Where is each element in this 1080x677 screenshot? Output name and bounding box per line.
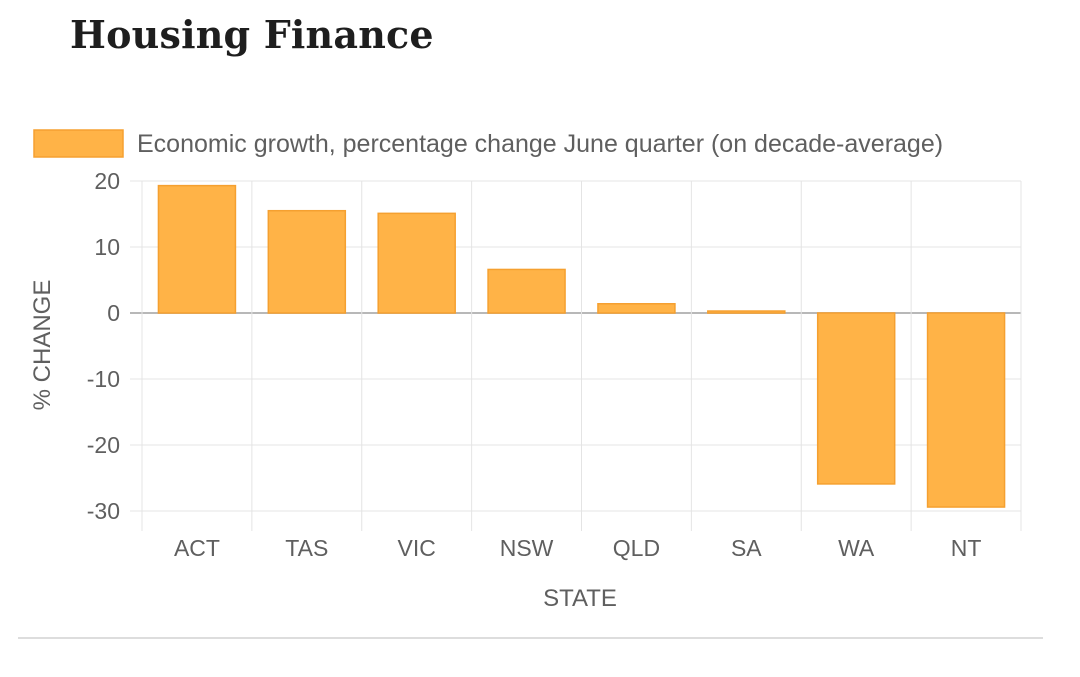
y-tick-label: -10 <box>87 366 120 392</box>
bar-wa <box>816 312 896 485</box>
bar-vic <box>377 212 456 314</box>
bar-tas <box>267 209 347 314</box>
bar-sa <box>707 310 786 314</box>
y-axis-ticks: 20 10 0 -10 -20 -30 <box>87 168 120 524</box>
x-tick-label: WA <box>838 535 875 561</box>
bar-nt <box>926 312 1006 508</box>
legend-label: Economic growth, percentage change June … <box>137 130 943 158</box>
bar-chart: 20 10 0 -10 -20 -30 ACT TAS VIC NSW QLD SA WA NT Eco… <box>29 129 1022 612</box>
bar-nsw <box>487 268 566 314</box>
x-axis-label: STATE <box>543 585 617 612</box>
x-tick-label: QLD <box>613 535 660 561</box>
y-tick-label: -20 <box>87 432 120 458</box>
bottom-divider <box>18 637 1043 639</box>
x-axis-ticks: ACT TAS VIC NSW QLD SA WA NT <box>174 535 981 561</box>
y-tick-label: 20 <box>94 168 120 194</box>
bar-qld <box>597 303 676 314</box>
y-tick-label: 10 <box>94 234 120 260</box>
y-axis-label: % CHANGE <box>29 280 56 411</box>
x-tick-label: TAS <box>285 535 328 561</box>
x-tick-label: ACT <box>174 535 220 561</box>
x-tick-label: NT <box>951 535 982 561</box>
x-tick-label: VIC <box>398 535 436 561</box>
x-tick-label: NSW <box>500 535 554 561</box>
bar-act <box>157 184 237 314</box>
page-title: Housing Finance <box>70 12 434 57</box>
x-tick-label: SA <box>731 535 762 561</box>
legend-swatch <box>33 129 124 158</box>
chart-legend: Economic growth, percentage change June … <box>33 129 943 158</box>
y-tick-label: 0 <box>107 300 120 326</box>
y-tick-label: -30 <box>87 498 120 524</box>
chart-bars <box>157 184 1006 508</box>
